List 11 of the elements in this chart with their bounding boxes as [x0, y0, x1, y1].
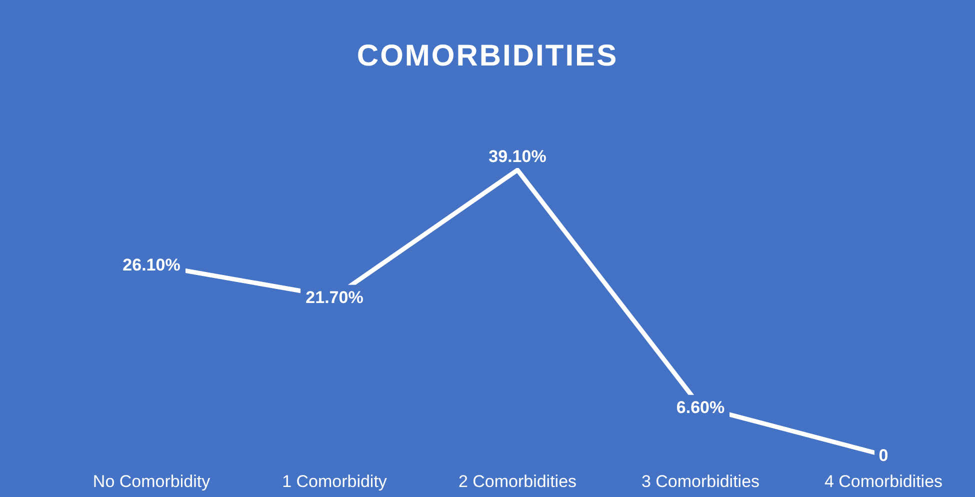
x-tick-label: No Comorbidity [92, 472, 211, 491]
data-label: 21.70% [306, 288, 364, 307]
x-tick-label: 1 Comorbidity [282, 472, 388, 491]
x-tick-label: 2 Comorbidities [458, 472, 577, 491]
data-label: 0 [878, 446, 888, 465]
chart-title: COMORBIDITIES [356, 40, 618, 72]
x-tick-label: 3 Comorbidities [641, 472, 760, 491]
data-label: 39.10% [488, 146, 546, 166]
data-label: 6.60% [676, 398, 725, 417]
data-label: 26.10% [122, 256, 180, 275]
x-tick-label: 4 Comorbidities [824, 472, 943, 491]
